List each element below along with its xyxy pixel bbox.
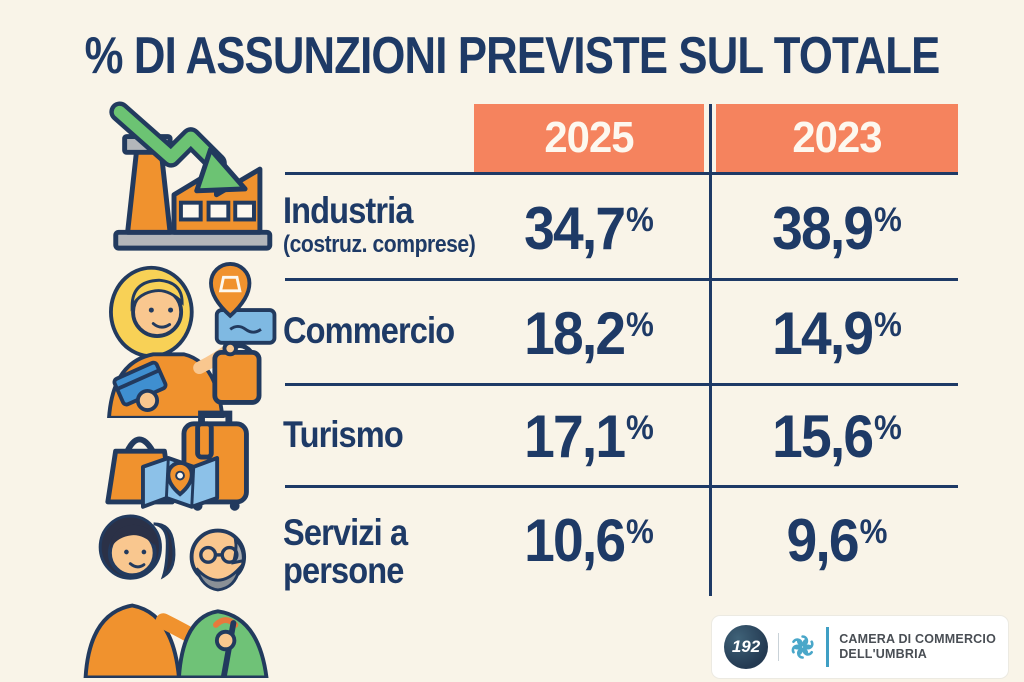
percent-sign: %	[874, 200, 902, 239]
factory-with-decline-arrow-icon	[76, 100, 274, 261]
sector-label: Industria	[283, 190, 413, 231]
percent-value: 15,6	[772, 402, 874, 470]
logo-192-text: 192	[731, 637, 761, 656]
chamber-name-line2: DELL'UMBRIA	[839, 647, 927, 661]
sector-label: Commercio	[283, 310, 455, 351]
row-label-servizi: Servizi a persone	[283, 514, 441, 589]
chamber-name: CAMERA DI COMMERCIO DELL'UMBRIA	[839, 632, 996, 662]
logo-192: 192	[724, 625, 768, 669]
value-industria-2025: 34,7 %	[483, 180, 695, 276]
value-industria-2023: 38,9 %	[726, 180, 949, 276]
travel-luggage-map-icon	[100, 402, 264, 519]
logo-separator-bar	[826, 627, 830, 667]
percent-value: 9,6	[786, 506, 860, 574]
column-header-2025: 2025	[474, 104, 704, 172]
woman-shopping-icon	[84, 256, 286, 423]
chamber-swirl-icon	[791, 635, 814, 659]
percent-value: 14,9	[772, 299, 874, 367]
column-header-label: 2025	[544, 113, 634, 162]
column-header-label: 2023	[792, 113, 882, 162]
percent-sign: %	[874, 305, 902, 344]
sector-sublabel: (costruz. comprese)	[283, 230, 476, 258]
percent-value: 18,2	[524, 299, 626, 367]
percent-sign: %	[874, 408, 902, 447]
percent-value: 10,6	[524, 506, 626, 574]
sector-label: Turismo	[283, 414, 404, 455]
value-servizi-2023: 9,6 %	[726, 492, 949, 588]
percent-value: 17,1	[524, 402, 626, 470]
value-turismo-2023: 15,6 %	[726, 388, 949, 484]
percent-sign: %	[626, 200, 654, 239]
percent-sign: %	[626, 305, 654, 344]
row-divider	[285, 278, 958, 281]
row-divider	[285, 485, 958, 488]
value-commercio-2025: 18,2 %	[483, 285, 695, 381]
page-title: % DI ASSUNZIONI PREVISTE SUL TOTALE	[84, 27, 941, 85]
caregiver-elderly-man-icon	[70, 496, 284, 682]
percent-value: 38,9	[772, 194, 874, 262]
value-turismo-2025: 17,1 %	[483, 388, 695, 484]
footer-logo-panel: 192 CAMERA DI COMMERCIO DELL'UMBRIA	[712, 616, 1008, 678]
row-label-turismo: Turismo	[283, 416, 490, 454]
column-divider	[709, 104, 712, 596]
chamber-name-line1: CAMERA DI COMMERCIO	[839, 632, 996, 646]
row-divider	[285, 383, 958, 386]
sector-label: Servizi a persone	[283, 512, 408, 591]
logo-divider	[778, 633, 779, 661]
percent-sign: %	[859, 512, 888, 551]
column-header-2023: 2023	[716, 104, 958, 172]
row-divider	[285, 172, 958, 175]
percent-sign: %	[626, 512, 654, 551]
row-label-commercio: Commercio	[283, 312, 490, 350]
percent-value: 34,7	[524, 194, 626, 262]
row-label-industria: Industria (costruz. comprese)	[283, 192, 490, 257]
value-commercio-2023: 14,9 %	[726, 285, 949, 381]
value-servizi-2025: 10,6 %	[483, 492, 695, 588]
percent-sign: %	[626, 408, 654, 447]
